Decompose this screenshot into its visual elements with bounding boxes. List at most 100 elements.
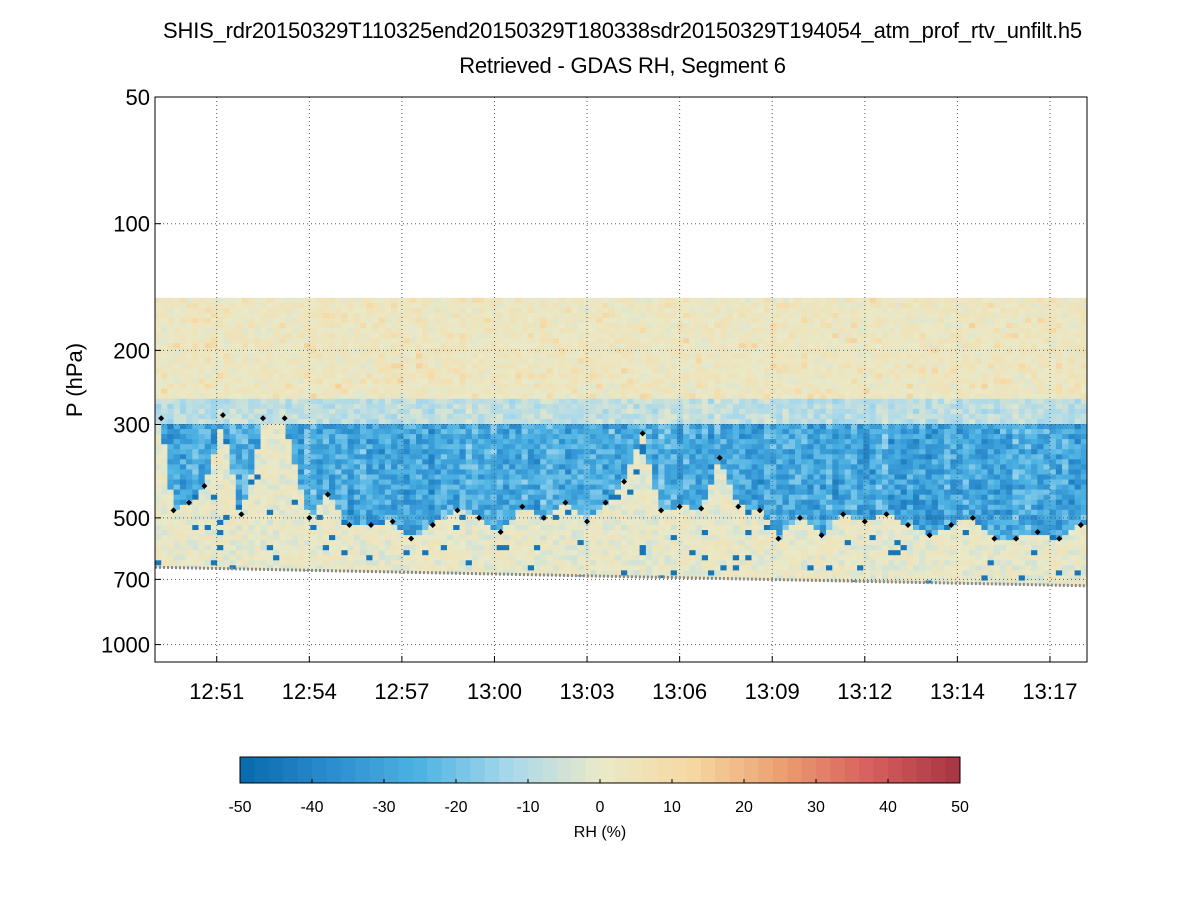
heatmap-cell <box>397 444 404 450</box>
heatmap-cell <box>316 434 324 440</box>
heatmap-cell <box>391 545 398 551</box>
heatmap-cell <box>353 555 361 561</box>
heatmap-cell <box>378 424 386 430</box>
heatmap-cell <box>621 514 628 521</box>
heatmap-cell <box>434 449 442 455</box>
heatmap-cell <box>167 459 175 465</box>
heatmap-cell <box>459 388 467 395</box>
heatmap-cell <box>515 333 523 339</box>
heatmap-cell <box>695 348 703 354</box>
heatmap-cell <box>465 383 473 390</box>
heatmap-cell <box>329 550 336 556</box>
heatmap-cell <box>217 444 224 450</box>
heatmap-cell <box>658 307 665 314</box>
heatmap-cell <box>403 363 411 369</box>
heatmap-cell <box>583 307 591 314</box>
heatmap-cell <box>242 540 249 546</box>
heatmap-cell <box>484 535 491 541</box>
heatmap-cell <box>509 444 516 450</box>
heatmap-cell <box>372 454 380 460</box>
heatmap-cell <box>484 393 491 400</box>
heatmap-cell <box>322 535 330 541</box>
heatmap-cell <box>465 560 473 566</box>
heatmap-cell <box>627 408 634 415</box>
heatmap-cell <box>471 555 479 561</box>
heatmap-cell <box>546 509 554 516</box>
heatmap-cell <box>416 302 423 309</box>
heatmap-cell <box>589 519 597 526</box>
heatmap-cell <box>614 373 622 379</box>
heatmap-cell <box>676 525 684 531</box>
heatmap-cell <box>695 449 703 455</box>
heatmap-cell <box>223 297 230 304</box>
heatmap-cell <box>714 484 721 491</box>
heatmap-cell <box>502 403 510 410</box>
heatmap-cell <box>273 388 280 395</box>
heatmap-cell <box>565 343 572 349</box>
heatmap-cell <box>210 530 218 536</box>
heatmap-cell <box>422 328 429 334</box>
heatmap-cell <box>192 469 199 475</box>
heatmap-cell <box>204 398 212 405</box>
heatmap-cell <box>347 424 355 430</box>
heatmap-cell <box>652 484 659 491</box>
heatmap-cell <box>465 358 473 364</box>
heatmap-cell <box>192 464 199 470</box>
heatmap-cell <box>490 429 498 435</box>
heatmap-cell <box>540 388 547 395</box>
heatmap-cell <box>614 474 622 480</box>
heatmap-cell <box>534 398 541 405</box>
heatmap-cell <box>422 509 429 516</box>
heatmap-cell <box>484 489 491 496</box>
heatmap-cell <box>266 519 274 526</box>
heatmap-cell <box>577 368 585 374</box>
heatmap-cell <box>670 368 678 374</box>
heatmap-cell <box>701 540 709 546</box>
heatmap-cell <box>428 297 436 304</box>
heatmap-cell <box>260 434 268 440</box>
heatmap-cell <box>658 353 665 359</box>
heatmap-cell <box>378 297 386 304</box>
heatmap-cell <box>558 348 566 354</box>
heatmap-cell <box>496 307 504 314</box>
heatmap-cell <box>627 494 634 501</box>
heatmap-cell <box>242 459 249 465</box>
heatmap-cell <box>708 449 715 455</box>
heatmap-cell <box>210 388 218 395</box>
heatmap-cell <box>416 439 423 445</box>
heatmap-cell <box>652 499 659 506</box>
heatmap-cell <box>297 343 305 349</box>
heatmap-cell <box>223 373 230 379</box>
heatmap-cell <box>558 302 566 309</box>
heatmap-cell <box>341 343 349 349</box>
heatmap-cell <box>316 464 324 470</box>
heatmap-cell <box>173 555 181 561</box>
heatmap-cell <box>254 545 262 551</box>
heatmap-cell <box>217 378 224 385</box>
heatmap-cell <box>434 338 442 344</box>
heatmap-cell <box>167 550 175 556</box>
heatmap-cell <box>155 540 162 546</box>
heatmap-cell <box>471 358 479 364</box>
heatmap-cell <box>670 550 678 556</box>
heatmap-cell <box>527 343 535 349</box>
heatmap-cell <box>391 444 398 450</box>
heatmap-cell <box>192 504 199 511</box>
heatmap-cell <box>428 509 436 516</box>
heatmap-cell <box>540 444 547 450</box>
heatmap-cell <box>329 348 336 354</box>
heatmap-cell <box>397 459 404 465</box>
heatmap-cell <box>155 509 162 516</box>
heatmap-cell <box>552 328 560 334</box>
heatmap-cell <box>683 489 690 496</box>
heatmap-cell <box>235 318 243 324</box>
heatmap-cell <box>496 358 504 364</box>
heatmap-cell <box>279 479 286 485</box>
heatmap-cell <box>577 302 585 309</box>
heatmap-cell <box>260 484 268 491</box>
heatmap-cell <box>204 525 212 531</box>
heatmap-cell <box>596 343 603 349</box>
heatmap-cell <box>621 525 628 531</box>
heatmap-cell <box>714 449 721 455</box>
heatmap-cell <box>447 474 454 480</box>
